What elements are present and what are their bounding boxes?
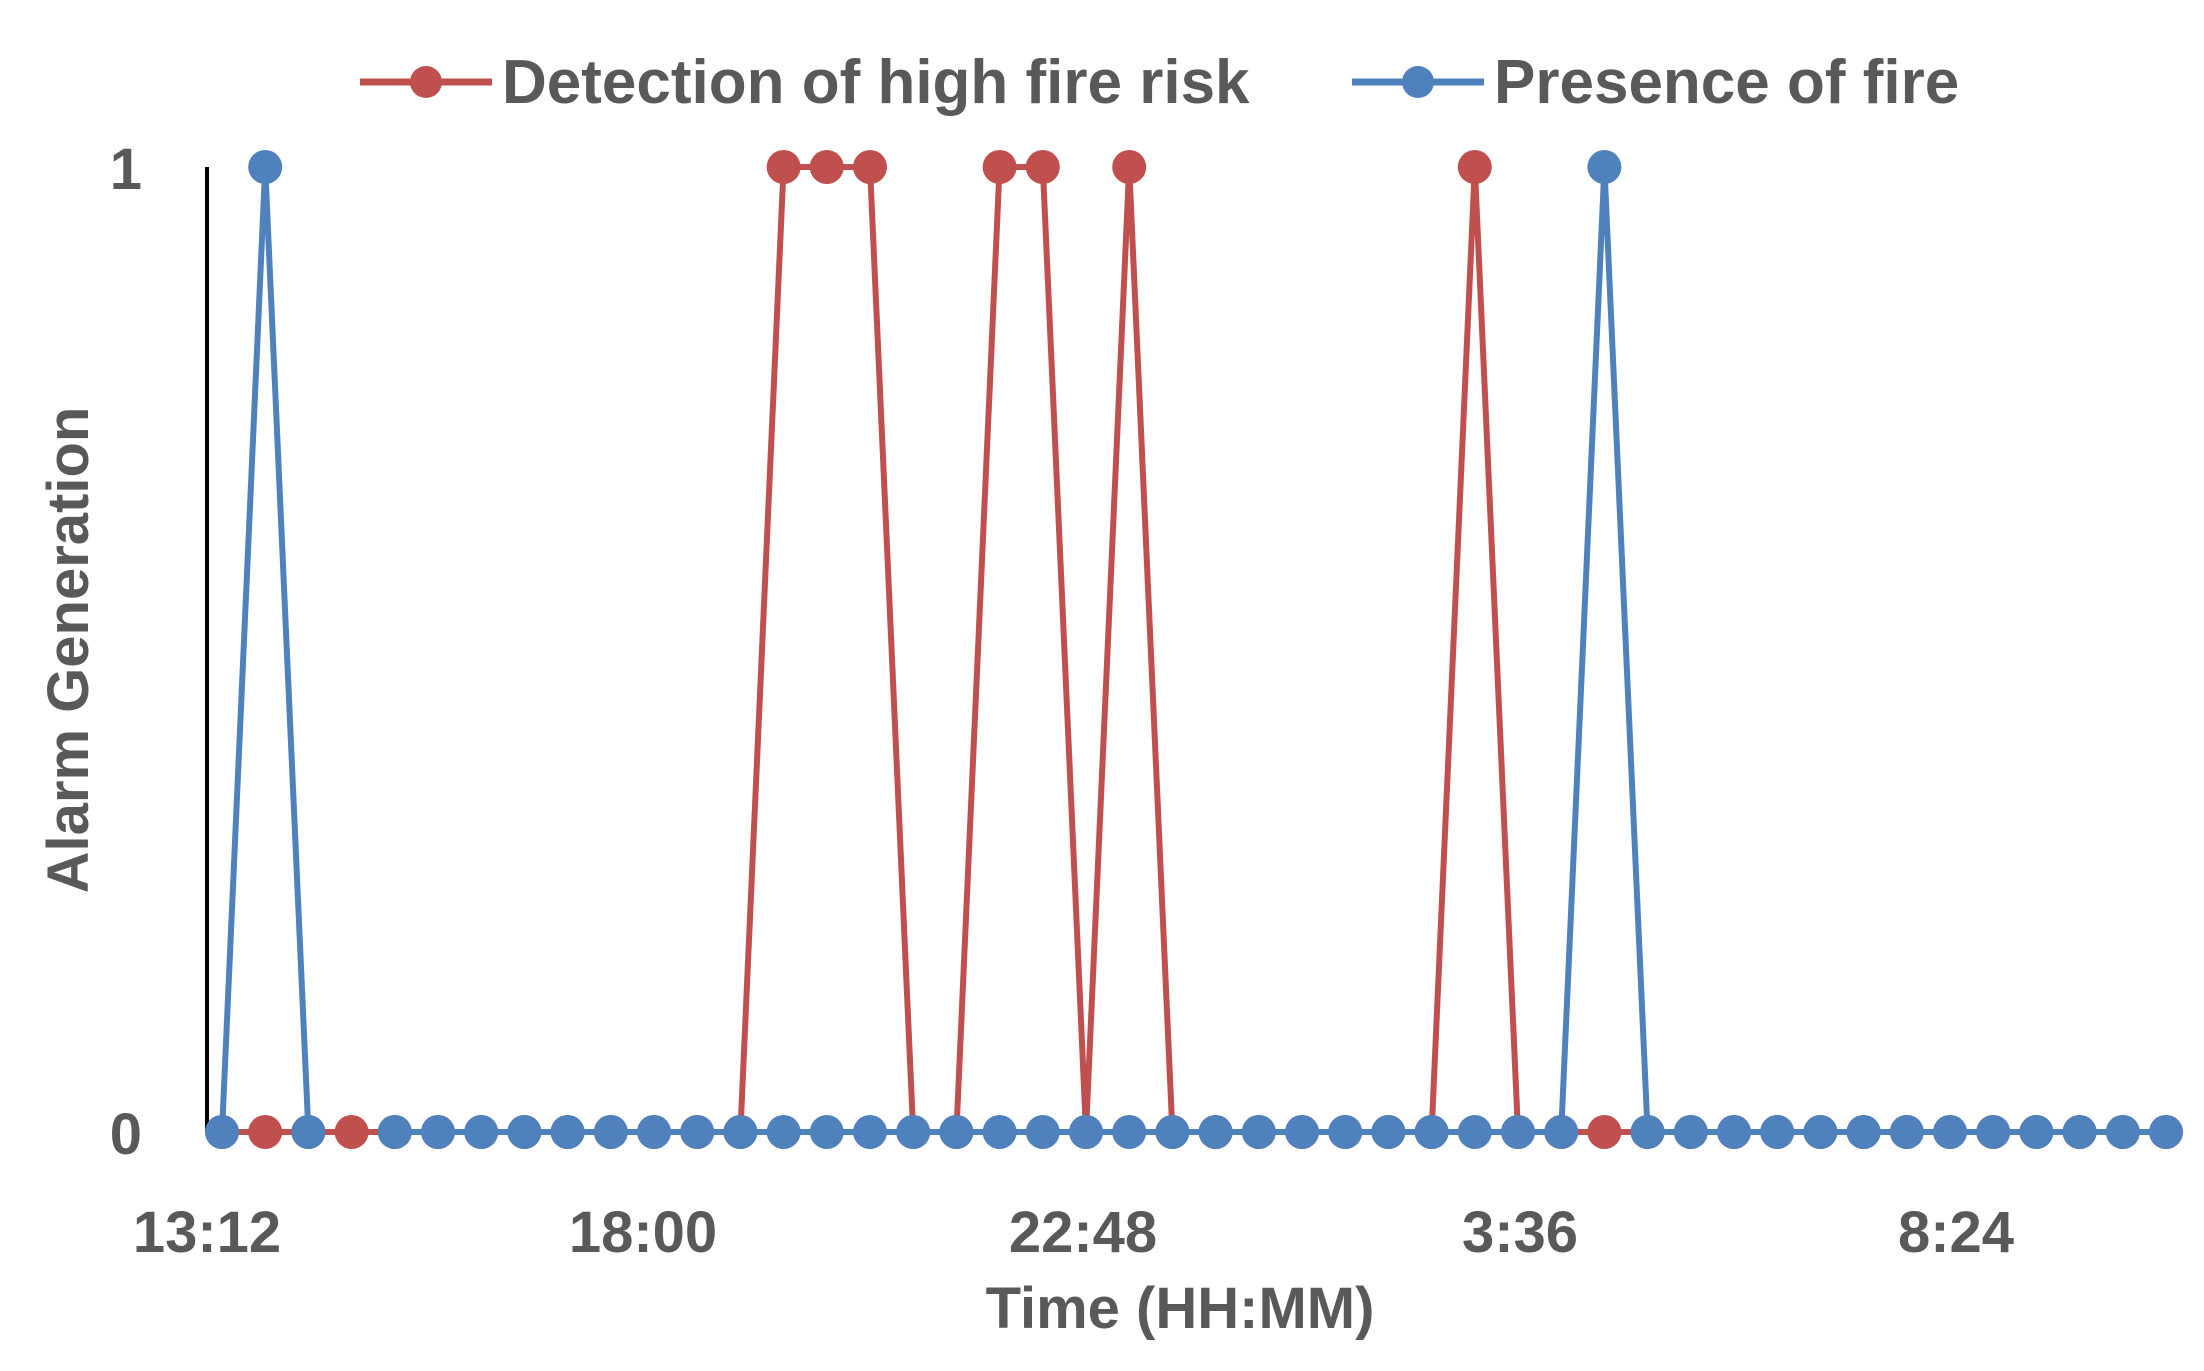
series-fire <box>205 150 2183 1149</box>
data-point-fire <box>377 1115 412 1149</box>
data-point-risk <box>334 1115 369 1149</box>
data-point-fire <box>766 1115 801 1149</box>
data-point-risk <box>1025 150 1060 184</box>
data-point-fire <box>637 1115 671 1149</box>
data-point-fire <box>2149 1115 2183 1149</box>
data-point-fire <box>507 1115 542 1149</box>
y-axis-title: Alarm Generation <box>36 407 101 894</box>
data-point-fire <box>1155 1115 1190 1149</box>
data-point-fire <box>809 1115 844 1149</box>
data-point-fire <box>464 1115 499 1149</box>
data-point-fire <box>205 1115 239 1149</box>
data-point-fire <box>1371 1115 1406 1149</box>
data-point-fire <box>1457 1115 1492 1149</box>
data-point-fire <box>421 1115 455 1149</box>
legend: Detection of high fire risk Presence of … <box>360 48 1959 117</box>
data-point-risk <box>1112 150 1147 184</box>
legend-item-fire: Presence of fire <box>1352 48 1959 117</box>
legend-marker-fire <box>1402 66 1434 98</box>
data-point-fire <box>2019 1115 2054 1149</box>
x-axis-title: Time (HH:MM) <box>986 1276 1375 1341</box>
data-point-fire <box>1414 1115 1449 1149</box>
data-point-fire <box>1673 1115 1708 1149</box>
data-point-fire <box>1285 1115 1319 1149</box>
data-point-fire <box>1717 1115 1751 1149</box>
data-point-fire <box>1501 1115 1535 1149</box>
data-point-fire <box>291 1115 326 1149</box>
data-point-fire <box>1241 1115 1276 1149</box>
data-point-fire <box>1630 1115 1665 1149</box>
data-point-fire <box>1328 1115 1363 1149</box>
data-point-risk <box>1457 150 1492 184</box>
legend-marker-risk <box>410 66 442 98</box>
data-point-fire <box>1976 1115 2011 1149</box>
data-point-fire <box>1069 1115 1103 1149</box>
series-risk <box>205 150 2183 1149</box>
data-point-risk <box>766 150 801 184</box>
series-line-fire <box>394 164 2166 1135</box>
data-point-fire <box>896 1115 931 1149</box>
data-point-fire <box>248 150 283 184</box>
data-point-fire <box>939 1115 974 1149</box>
data-point-fire <box>1198 1115 1233 1149</box>
data-point-fire <box>2062 1115 2097 1149</box>
x-tick-label-0: 13:12 <box>133 1200 281 1265</box>
series-line-fire <box>219 164 312 1133</box>
data-point-risk <box>853 150 887 184</box>
data-point-risk <box>1587 1115 1622 1149</box>
data-point-fire <box>1025 1115 1060 1149</box>
series-line-risk <box>222 164 2166 1135</box>
data-point-fire <box>1112 1115 1147 1149</box>
data-point-fire <box>593 1115 628 1149</box>
data-point-fire <box>1846 1115 1881 1149</box>
data-point-fire <box>723 1115 758 1149</box>
y-tick-label-0: 0 <box>110 1102 142 1167</box>
data-point-fire <box>1933 1115 1967 1149</box>
plot-area <box>205 150 2183 1149</box>
data-point-fire <box>853 1115 887 1149</box>
x-tick-label-2: 22:48 <box>1009 1200 1157 1265</box>
data-point-fire <box>2105 1115 2140 1149</box>
y-tick-label-1: 1 <box>110 137 142 202</box>
data-point-fire <box>680 1115 715 1149</box>
legend-label-fire: Presence of fire <box>1494 48 1959 117</box>
legend-item-risk: Detection of high fire risk <box>360 48 1250 117</box>
data-point-risk <box>809 150 844 184</box>
x-tick-label-4: 8:24 <box>1898 1200 2014 1265</box>
data-point-fire <box>1803 1115 1838 1149</box>
data-point-fire <box>1544 1115 1579 1149</box>
data-point-fire <box>1587 150 1622 184</box>
data-point-fire <box>550 1115 585 1149</box>
legend-label-risk: Detection of high fire risk <box>502 48 1250 117</box>
x-tick-label-1: 18:00 <box>569 1200 717 1265</box>
data-point-fire <box>1760 1115 1795 1149</box>
data-point-fire <box>1889 1115 1924 1149</box>
x-tick-label-3: 3:36 <box>1462 1200 1578 1265</box>
data-point-risk <box>982 150 1017 184</box>
data-point-fire <box>982 1115 1017 1149</box>
data-point-risk <box>248 1115 283 1149</box>
